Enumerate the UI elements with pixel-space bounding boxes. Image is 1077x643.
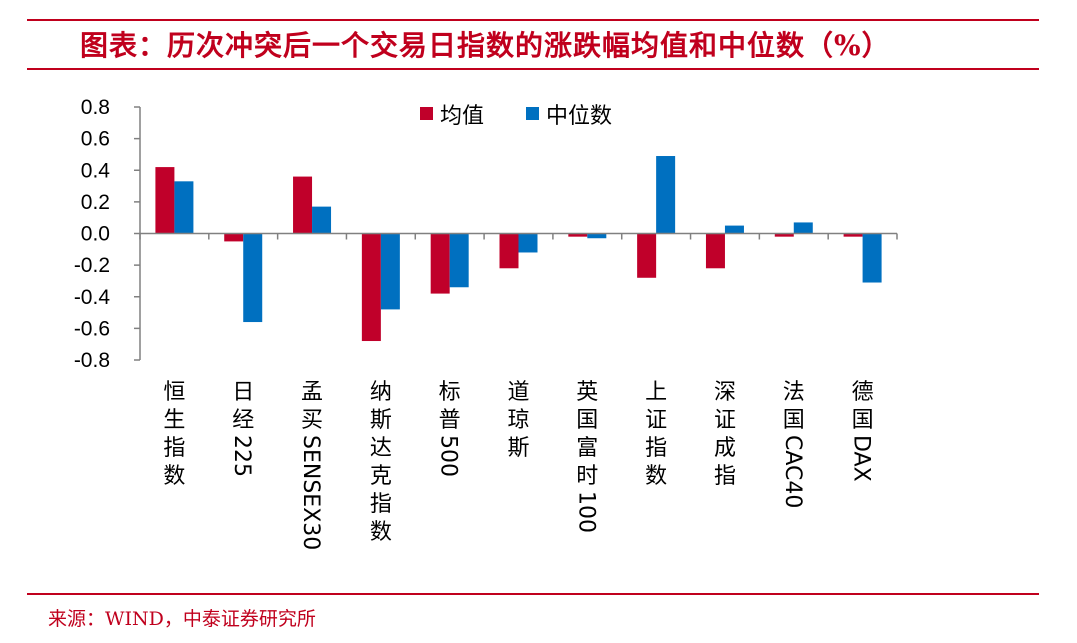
bar-mean-5 [430, 233, 450, 294]
top-rule [27, 19, 1039, 21]
category-label-part: 500 [436, 435, 461, 477]
category-label-part: 恒 [163, 380, 185, 405]
bar-mean-8 [637, 233, 657, 278]
category-label-part: 富 [576, 436, 598, 461]
category-label-part: 国 [852, 408, 874, 433]
bar-mean-1 [155, 167, 175, 234]
category-label-part: CAC40 [780, 435, 805, 508]
chart-title: 图表：历次冲突后一个交易日指数的涨跌幅均值和中位数（%） [80, 29, 891, 62]
bar-median-3 [312, 206, 332, 234]
category-label-part: 时 [576, 464, 598, 489]
category-label-part: SENSEX30 [298, 435, 323, 550]
category-label-part: 国 [576, 408, 598, 433]
bar-median-6 [518, 233, 538, 253]
category-label-part: 纳 [370, 380, 392, 405]
bar-median-9 [724, 225, 744, 234]
category-label-part: 指 [645, 436, 667, 461]
category-label-part: 斯 [370, 408, 392, 433]
category-label-part: 数 [163, 464, 185, 489]
category-label-part: 斯 [507, 436, 529, 461]
category-label-part: 克 [370, 464, 392, 489]
category-label-part: 达 [370, 436, 392, 461]
category-label-part: 指 [714, 464, 736, 489]
bar-median-7 [587, 233, 607, 239]
category-label-part: 指 [370, 492, 392, 517]
category-label-part: 证 [645, 408, 667, 433]
category-label-part: DAX [849, 435, 874, 482]
y-tick-label: 0.2 [81, 191, 110, 214]
category-label-part: 生 [163, 408, 185, 433]
category-label-part: 买 [301, 408, 323, 433]
category-label-part: 日 [232, 380, 254, 405]
category-label-part: 成 [714, 436, 736, 461]
category-label-part: 德 [852, 380, 874, 405]
bar-median-2 [243, 233, 263, 323]
bar-mean-2 [224, 233, 244, 242]
bar-mean-9 [705, 233, 725, 269]
source-note: 来源：WIND，中泰证券研究所 [48, 608, 316, 630]
category-label-part: 国 [783, 408, 805, 433]
category-label-part: 孟 [301, 380, 323, 405]
y-tick-label: -0.8 [74, 349, 110, 372]
category-label-part: 法 [783, 380, 805, 405]
y-tick-label: 0.0 [81, 223, 110, 246]
category-label-part: 英 [576, 380, 598, 405]
bar-median-4 [380, 233, 400, 310]
category-label-part: 普 [439, 408, 461, 433]
category-label-part: 标 [439, 380, 461, 405]
bar-median-10 [793, 222, 813, 234]
bar-median-1 [174, 181, 194, 234]
bar-mean-4 [361, 233, 381, 342]
category-label-part: 指 [163, 436, 185, 461]
title-rule [27, 68, 1039, 70]
bar-median-8 [656, 156, 676, 234]
bar-median-11 [862, 233, 882, 283]
bar-mean-11 [843, 233, 863, 237]
bar-median-5 [449, 233, 469, 288]
y-tick-label: 0.4 [81, 159, 111, 182]
category-label-part: 琼 [507, 408, 529, 433]
y-tick-label: 0.8 [81, 96, 110, 119]
y-tick-label: -0.6 [74, 317, 110, 340]
legend-swatch-2 [526, 107, 539, 120]
y-tick-label: -0.4 [74, 286, 111, 309]
legend-label-2: 中位数 [546, 104, 612, 129]
category-label-part: 深 [714, 380, 736, 405]
y-tick-label: -0.2 [74, 254, 110, 277]
bottom-rule [27, 593, 1039, 595]
category-label-part: 经 [232, 408, 254, 433]
bar-mean-3 [293, 176, 313, 234]
category-label-part: 数 [370, 520, 392, 545]
category-label-part: 数 [645, 464, 667, 489]
y-tick-label: 0.6 [81, 128, 110, 151]
category-label-part: 道 [507, 380, 529, 405]
legend-swatch-1 [420, 107, 433, 120]
legend-label-1: 均值 [440, 104, 484, 129]
category-label: 道琼斯 [507, 380, 529, 461]
category-label-part: 100 [573, 491, 598, 533]
category-label-part: 225 [229, 435, 254, 477]
bar-mean-7 [568, 233, 588, 237]
bar-mean-10 [774, 233, 794, 237]
bar-mean-6 [499, 233, 519, 269]
category-label-part: 上 [645, 380, 667, 405]
category-label-part: 证 [714, 408, 736, 433]
